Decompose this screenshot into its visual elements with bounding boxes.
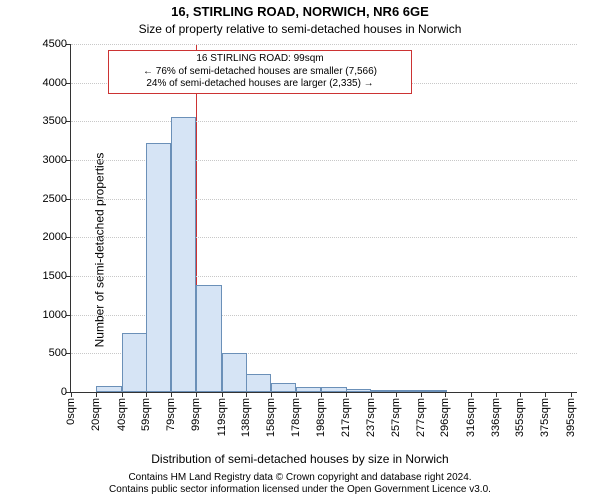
ytick-label: 2000: [43, 231, 67, 243]
ytick-label: 4500: [43, 38, 67, 50]
xtick-label: 355sqm: [514, 392, 526, 437]
x-axis-caption: Distribution of semi-detached houses by …: [0, 452, 600, 466]
xtick-label: 336sqm: [490, 392, 502, 437]
ytick-label: 3500: [43, 115, 67, 127]
histogram-bar: [271, 383, 296, 392]
gridline-h: [71, 44, 577, 45]
copyright-line2: Contains public sector information licen…: [0, 484, 600, 496]
xtick-label: 316sqm: [465, 392, 477, 437]
property-size-histogram: 16, STIRLING ROAD, NORWICH, NR6 6GE Size…: [0, 0, 600, 500]
ytick-label: 2500: [43, 193, 67, 205]
histogram-bar: [196, 285, 221, 392]
xtick-label: 296sqm: [439, 392, 451, 437]
annotation-line1: 16 STIRLING ROAD: 99sqm: [115, 53, 405, 66]
gridline-h: [71, 121, 577, 122]
copyright-notice: Contains HM Land Registry data © Crown c…: [0, 472, 600, 496]
xtick-label: 138sqm: [240, 392, 252, 437]
chart-title-address: 16, STIRLING ROAD, NORWICH, NR6 6GE: [0, 4, 600, 19]
xtick-label: 237sqm: [365, 392, 377, 437]
xtick-label: 257sqm: [390, 392, 402, 437]
xtick-label: 217sqm: [340, 392, 352, 437]
histogram-bar: [222, 353, 247, 392]
xtick-label: 59sqm: [140, 392, 152, 431]
xtick-label: 277sqm: [415, 392, 427, 437]
chart-subtitle: Size of property relative to semi-detach…: [0, 22, 600, 36]
annotation-line2: ← 76% of semi-detached houses are smalle…: [115, 66, 405, 79]
copyright-line1: Contains HM Land Registry data © Crown c…: [0, 472, 600, 484]
xtick-label: 158sqm: [265, 392, 277, 437]
xtick-label: 0sqm: [65, 392, 77, 425]
ytick-label: 1000: [43, 309, 67, 321]
xtick-label: 375sqm: [539, 392, 551, 437]
xtick-label: 79sqm: [165, 392, 177, 431]
xtick-label: 20sqm: [90, 392, 102, 431]
xtick-label: 99sqm: [190, 392, 202, 431]
histogram-bar: [246, 374, 271, 392]
ytick-label: 500: [49, 347, 67, 359]
ytick-label: 4000: [43, 77, 67, 89]
histogram-bar: [146, 143, 171, 392]
ytick-label: 1500: [43, 270, 67, 282]
plot-area: 0500100015002000250030003500400045000sqm…: [70, 44, 577, 393]
histogram-bar: [171, 117, 196, 392]
xtick-label: 395sqm: [565, 392, 577, 437]
annotation-line3: 24% of semi-detached houses are larger (…: [115, 78, 405, 91]
xtick-label: 198sqm: [315, 392, 327, 437]
ytick-label: 3000: [43, 154, 67, 166]
xtick-label: 40sqm: [116, 392, 128, 431]
histogram-bar: [122, 333, 147, 392]
annotation-box: 16 STIRLING ROAD: 99sqm ← 76% of semi-de…: [108, 50, 412, 94]
xtick-label: 119sqm: [216, 392, 228, 436]
xtick-label: 178sqm: [290, 392, 302, 437]
